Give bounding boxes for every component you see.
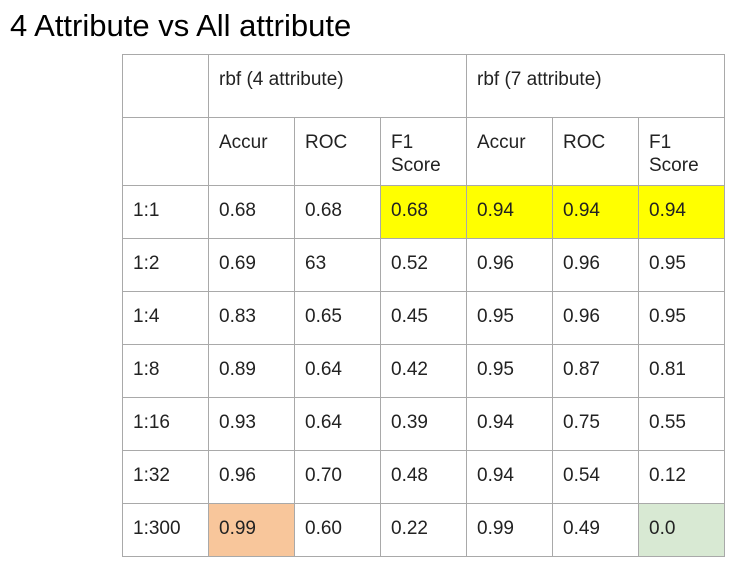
value-cell-highlighted: 0.0 xyxy=(638,503,725,557)
table-row: 1:4 0.83 0.65 0.45 0.95 0.96 0.95 xyxy=(122,291,725,345)
table-row: 1:300 0.99 0.60 0.22 0.99 0.49 0.0 xyxy=(122,503,725,557)
value-cell: 0.96 xyxy=(466,238,553,292)
value-cell: 0.49 xyxy=(552,503,639,557)
metric-header-accur: Accur xyxy=(466,117,553,186)
value-cell: 0.95 xyxy=(638,238,725,292)
ratio-cell: 1:8 xyxy=(122,344,209,398)
ratio-cell: 1:1 xyxy=(122,185,209,239)
value-cell: 0.93 xyxy=(208,397,295,451)
ratio-cell: 1:300 xyxy=(122,503,209,557)
empty-corner-cell xyxy=(122,54,209,118)
value-cell: 0.96 xyxy=(552,291,639,345)
page-title: 4 Attribute vs All attribute xyxy=(10,8,352,43)
value-cell: 0.68 xyxy=(208,185,295,239)
ratio-cell: 1:4 xyxy=(122,291,209,345)
value-cell: 0.65 xyxy=(294,291,381,345)
value-cell: 0.39 xyxy=(380,397,467,451)
value-cell: 0.95 xyxy=(466,291,553,345)
value-cell: 0.69 xyxy=(208,238,295,292)
table-header-row-groups: rbf (4 attribute) rbf (7 attribute) xyxy=(122,54,725,118)
value-cell: 0.45 xyxy=(380,291,467,345)
value-cell: 0.89 xyxy=(208,344,295,398)
value-cell: 0.55 xyxy=(638,397,725,451)
value-cell: 0.70 xyxy=(294,450,381,504)
metric-header-accur: Accur xyxy=(208,117,295,186)
value-cell: 0.96 xyxy=(208,450,295,504)
value-cell-highlighted: 0.99 xyxy=(208,503,295,557)
table-row: 1:16 0.93 0.64 0.39 0.94 0.75 0.55 xyxy=(122,397,725,451)
value-cell: 0.64 xyxy=(294,397,381,451)
results-table: rbf (4 attribute) rbf (7 attribute) Accu… xyxy=(122,54,725,557)
metric-header-roc: ROC xyxy=(552,117,639,186)
value-cell: 0.48 xyxy=(380,450,467,504)
value-cell: 0.94 xyxy=(466,450,553,504)
value-cell: 0.87 xyxy=(552,344,639,398)
value-cell: 0.68 xyxy=(294,185,381,239)
value-cell: 0.52 xyxy=(380,238,467,292)
value-cell: 0.83 xyxy=(208,291,295,345)
table-header-row-metrics: Accur ROC F1 Score Accur ROC F1 Score xyxy=(122,117,725,186)
value-cell: 0.75 xyxy=(552,397,639,451)
value-cell: 0.96 xyxy=(552,238,639,292)
table-row: 1:2 0.69 63 0.52 0.96 0.96 0.95 xyxy=(122,238,725,292)
value-cell: 0.42 xyxy=(380,344,467,398)
table-row: 1:8 0.89 0.64 0.42 0.95 0.87 0.81 xyxy=(122,344,725,398)
value-cell: 0.95 xyxy=(466,344,553,398)
ratio-cell: 1:32 xyxy=(122,450,209,504)
metric-header-roc: ROC xyxy=(294,117,381,186)
value-cell: 0.95 xyxy=(638,291,725,345)
value-cell: 0.81 xyxy=(638,344,725,398)
value-cell: 0.60 xyxy=(294,503,381,557)
value-cell: 0.64 xyxy=(294,344,381,398)
group-header-7-attribute: rbf (7 attribute) xyxy=(466,54,725,118)
value-cell: 0.22 xyxy=(380,503,467,557)
value-cell: 0.99 xyxy=(466,503,553,557)
metric-header-f1-score: F1 Score xyxy=(380,117,467,186)
ratio-cell: 1:2 xyxy=(122,238,209,292)
ratio-cell: 1:16 xyxy=(122,397,209,451)
table-row: 1:32 0.96 0.70 0.48 0.94 0.54 0.12 xyxy=(122,450,725,504)
metric-header-f1-score: F1 Score xyxy=(638,117,725,186)
table-row: 1:1 0.68 0.68 0.68 0.94 0.94 0.94 xyxy=(122,185,725,239)
value-cell-highlighted: 0.94 xyxy=(638,185,725,239)
value-cell: 0.12 xyxy=(638,450,725,504)
group-header-4-attribute: rbf (4 attribute) xyxy=(208,54,467,118)
value-cell-highlighted: 0.68 xyxy=(380,185,467,239)
value-cell: 0.54 xyxy=(552,450,639,504)
empty-corner-cell xyxy=(122,117,209,186)
value-cell: 63 xyxy=(294,238,381,292)
value-cell-highlighted: 0.94 xyxy=(466,185,553,239)
value-cell: 0.94 xyxy=(466,397,553,451)
value-cell-highlighted: 0.94 xyxy=(552,185,639,239)
